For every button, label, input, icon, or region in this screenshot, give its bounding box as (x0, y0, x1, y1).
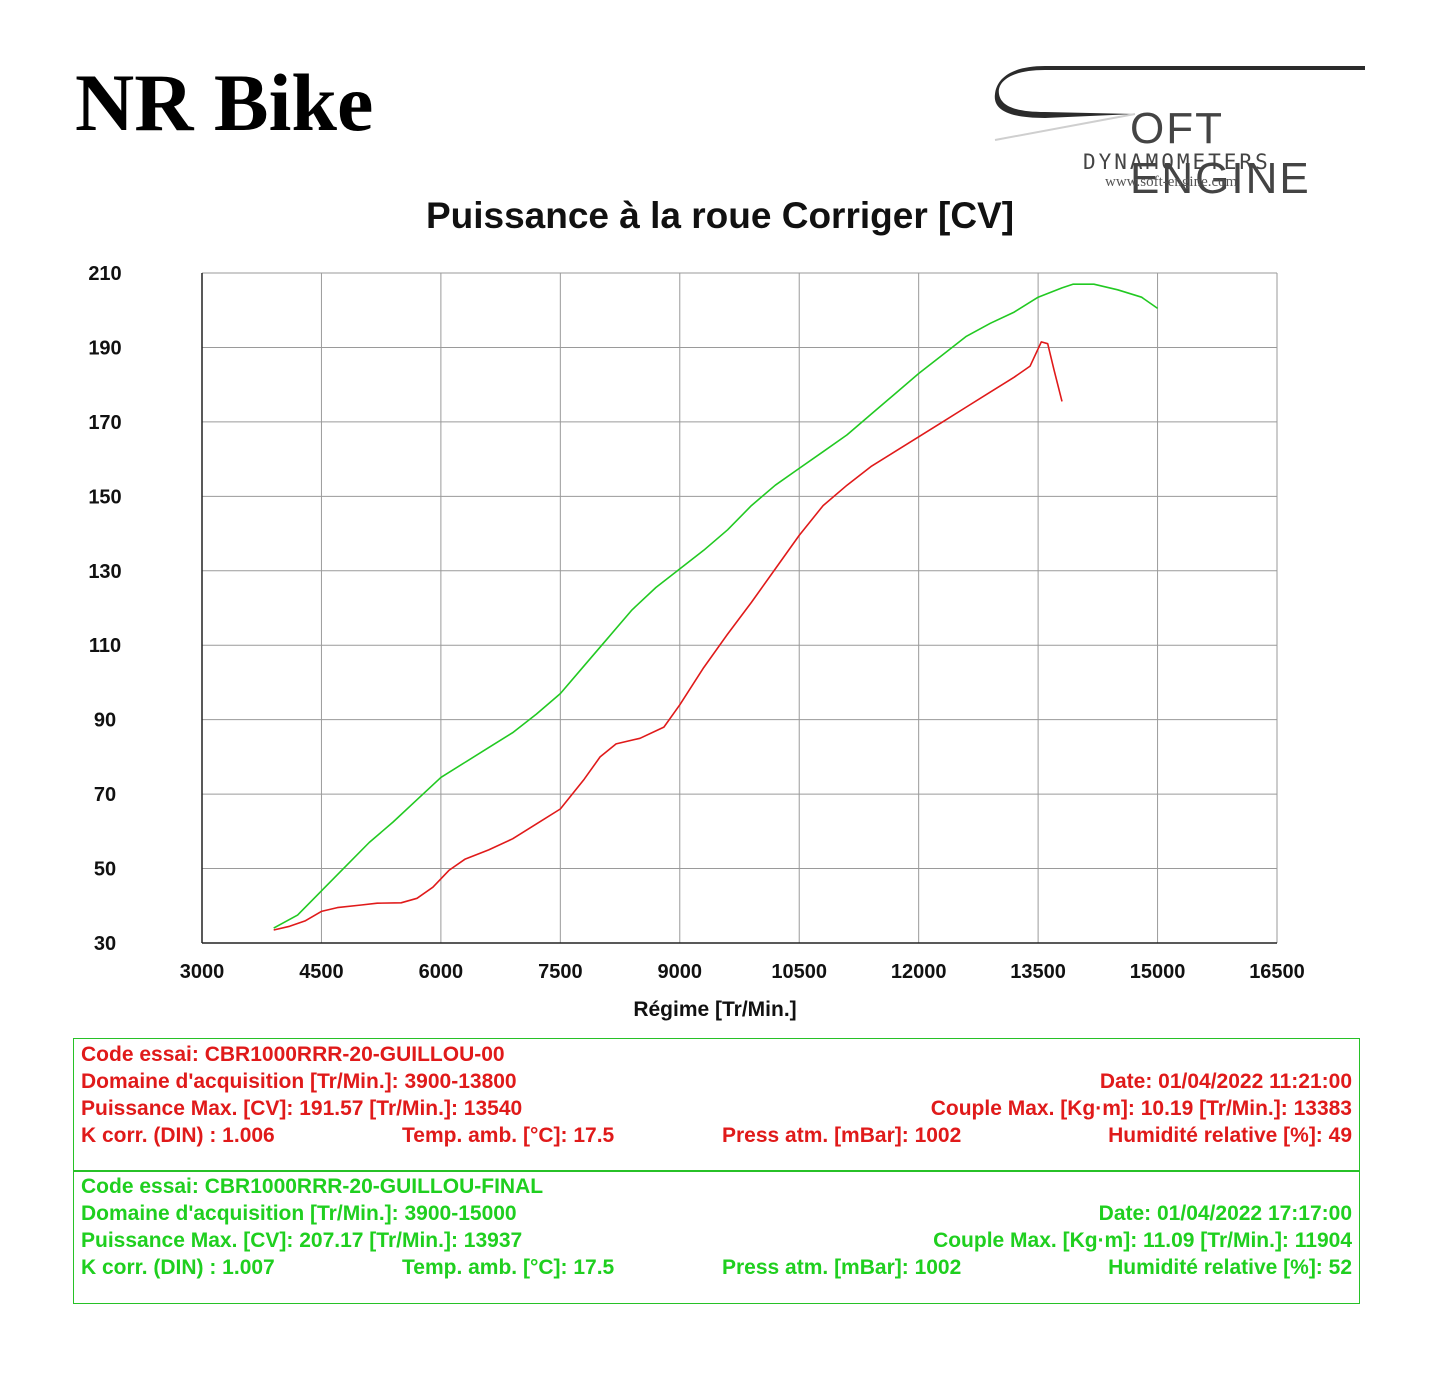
run-1-panel: Code essai: CBR1000RRR-20-GUILLOU-00 Dom… (73, 1038, 1360, 1172)
run-2-temp: Temp. amb. [°C]: 17.5 (402, 1256, 615, 1279)
y-tick-label: 70 (94, 784, 116, 806)
y-tick-label: 130 (88, 561, 121, 583)
y-tick-label: 90 (94, 710, 116, 732)
run-1-domain: Domaine d'acquisition [Tr/Min.]: 3900-13… (81, 1070, 517, 1093)
x-tick-label: 12000 (891, 961, 947, 983)
series-line-run-1 (273, 341, 1063, 931)
run-2-panel: Code essai: CBR1000RRR-20-GUILLOU-FINAL … (73, 1170, 1360, 1304)
run-1-kcorr: K corr. (DIN) : 1.006 (81, 1124, 275, 1147)
x-tick-label: 4500 (299, 961, 344, 983)
plot-area (202, 273, 1277, 943)
run-1-date: Date: 01/04/2022 11:21:00 (1099, 1070, 1352, 1093)
run-1-torque-max: Couple Max. [Kg·m]: 10.19 [Tr/Min.]: 133… (930, 1097, 1352, 1120)
y-tick-label: 170 (88, 412, 121, 434)
logo-name: OFT ENGINE (1130, 104, 1311, 203)
run-2-date: Date: 01/04/2022 17:17:00 (1098, 1202, 1352, 1225)
run-1-pressure: Press atm. [mBar]: 1002 (722, 1124, 962, 1147)
run-1-humidity: Humidité relative [%]: 49 (1108, 1124, 1352, 1147)
run-1-power-max: Puissance Max. [CV]: 191.57 [Tr/Min.]: 1… (81, 1097, 523, 1120)
soft-engine-logo: OFT ENGINE DYNAMOMETERS www.soft-engine.… (985, 62, 1370, 203)
logo-subtitle: DYNAMOMETERS (1083, 150, 1271, 174)
logo-url: www.soft-engine.com (1105, 174, 1238, 190)
run-2-torque-max: Couple Max. [Kg·m]: 11.09 [Tr/Min.]: 119… (933, 1229, 1352, 1252)
x-axis-label: Régime [Tr/Min.] (633, 998, 796, 1021)
run-2-domain: Domaine d'acquisition [Tr/Min.]: 3900-15… (81, 1202, 517, 1225)
x-tick-label: 9000 (658, 961, 703, 983)
y-tick-label: 210 (88, 263, 121, 285)
x-tick-label: 7500 (538, 961, 583, 983)
brand-title: NR Bike (75, 57, 374, 148)
y-tick-label: 110 (89, 635, 121, 657)
x-tick-label: 16500 (1249, 961, 1305, 983)
logo-swoosh-icon (994, 66, 1365, 141)
run-1-temp: Temp. amb. [°C]: 17.5 (402, 1124, 615, 1147)
run-1-code: Code essai: CBR1000RRR-20-GUILLOU-00 (81, 1043, 505, 1066)
power-chart: 3000 4500 6000 7500 9000 10500 12000 13500 15000… (88, 263, 1305, 1021)
run-2-humidity: Humidité relative [%]: 52 (1108, 1256, 1352, 1279)
x-tick-label: 13500 (1010, 961, 1066, 983)
x-tick-label: 3000 (180, 961, 225, 983)
run-2-power-max: Puissance Max. [CV]: 207.17 [Tr/Min.]: 1… (81, 1229, 523, 1252)
series-line-run-2 (273, 283, 1159, 929)
chart-title: Puissance à la roue Corriger [CV] (425, 195, 1015, 236)
x-tick-label: 6000 (419, 961, 464, 983)
run-2-kcorr: K corr. (DIN) : 1.007 (81, 1256, 275, 1279)
run-2-code: Code essai: CBR1000RRR-20-GUILLOU-FINAL (81, 1175, 544, 1198)
run-2-pressure: Press atm. [mBar]: 1002 (722, 1256, 962, 1279)
y-tick-label: 30 (94, 933, 116, 955)
x-tick-label: 10500 (771, 961, 827, 983)
x-tick-label: 15000 (1130, 961, 1186, 983)
y-tick-label: 50 (94, 859, 116, 881)
y-tick-label: 190 (88, 337, 121, 359)
y-tick-label: 150 (88, 486, 121, 508)
